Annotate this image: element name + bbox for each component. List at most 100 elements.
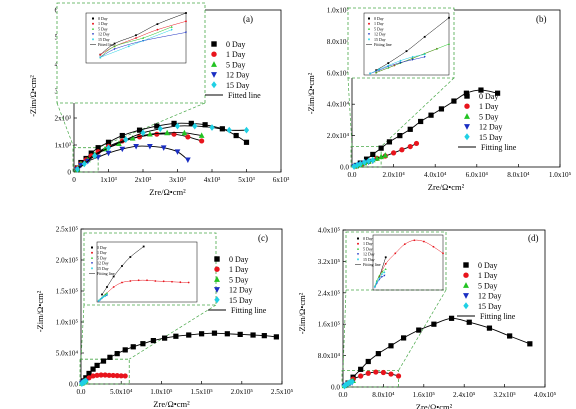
data-point [397,133,403,139]
inset-point [112,275,115,278]
chart-panel-4: 0.0 8.0x10⁴ 1.6x10⁵ 2.4x10⁵ 3.2x10⁵ 4.0x10⁵ 0.… [297,227,557,409]
inset-point [435,47,438,50]
data-point [366,157,372,165]
legend-marker [464,103,470,109]
data-point [129,135,136,141]
legend-label: 12 Day [229,286,252,295]
inset-legend-marker [368,22,370,25]
inset-point [142,36,145,39]
legend-marker [214,266,220,272]
x-tick-label: 5x10³ [238,176,255,184]
inset-point [137,279,140,282]
zoom-connector [98,102,206,149]
inset-legend-marker [91,246,93,249]
inset-point [99,298,102,301]
x-axis-label: Zre/Ω•cm² [153,399,190,409]
data-point [451,98,457,104]
data-point [140,341,146,347]
legend-label: 12 Day [478,292,501,301]
legend-label: 1 Day [229,265,248,274]
data-point [118,373,124,379]
zoom-region [79,358,130,385]
data-point [226,126,232,134]
data-point [527,341,533,347]
legend-label: 12 Day [479,123,502,132]
data-point [199,331,205,337]
data-point [428,112,434,118]
data-point [370,156,376,164]
inset-point [378,68,381,71]
inset-point [423,35,426,38]
inset-legend-label: 12 Day [374,32,386,37]
data-point [495,90,501,96]
inset-line [100,32,187,58]
y-tick-label: 1.6x10⁵ [318,321,341,329]
inset-point [378,277,381,280]
data-point [211,330,218,336]
inset-legend-label: 0 Day [374,16,384,21]
inset-point [104,294,107,297]
data-point [110,372,116,379]
inset-legend-label: Fitted line [98,42,115,47]
data-point [386,139,393,145]
data-point [202,122,208,128]
inset-point [156,28,159,31]
data-point [416,327,422,333]
legend-label: 1 Day [226,50,245,59]
inset-axes [85,12,187,64]
x-tick-label: 8.0x10⁴ [372,391,395,399]
inset-legend-marker [92,38,94,41]
inset-point [384,256,387,259]
inset-frame [83,232,217,306]
inset-point [411,55,414,59]
y-axis-label: -Zim/Ω•cm² [35,290,45,332]
data-point [92,152,98,160]
legend-marker [463,293,469,299]
y-tick-label: 2.4x10⁵ [318,289,341,297]
y-tick-label: 1.5x10⁵ [56,288,79,296]
x-tick-label: 4.0x10⁵ [534,391,557,399]
legend-label: 15 Day [226,81,249,90]
y-tick-label: 5.0x10⁴ [56,350,79,358]
inset-point [432,245,435,248]
inset-point [423,53,426,56]
data-point [192,122,198,130]
inset-point [423,240,425,243]
inset-point [375,69,378,72]
x-axis-label: Zre/Ω•cm² [428,182,465,192]
data-point [413,140,420,147]
inset-frame [347,7,455,79]
data-point [154,123,160,129]
inset-point [413,239,416,242]
data-point [463,90,469,96]
data-point [107,354,113,360]
inset-legend-marker [90,262,94,265]
data-point [185,134,191,140]
data-point [391,150,397,156]
inset-point [171,280,173,283]
inset-point [113,45,116,48]
legend-marker [211,61,217,67]
inset-legend-marker [368,17,370,20]
inset-point [97,299,100,302]
inset-line [369,54,425,74]
inset-point [387,66,390,69]
y-tick-label: 8.0x10⁴ [318,352,341,360]
inset-legend-label: 5 Day [374,26,384,31]
x-tick-label: 5.0x10⁴ [110,388,133,396]
data-point [358,373,364,379]
inset-point [129,256,132,258]
inset-point [156,23,159,26]
data-point [162,335,168,341]
data-point [380,369,386,376]
inset-legend-marker [91,267,93,270]
inset-point [384,262,387,265]
legend-marker [214,287,220,293]
chart-panel-2: 0.0 2.0x10⁴ 4.0x10⁴ 6.0x10⁴ 8.0x10⁴ 1.0x10⁵ 0.… [306,7,572,193]
x-tick-label: 6x10³ [273,176,290,184]
data-point [114,373,120,379]
data-point [261,333,267,339]
data-point [399,147,405,153]
data-point [199,138,205,144]
